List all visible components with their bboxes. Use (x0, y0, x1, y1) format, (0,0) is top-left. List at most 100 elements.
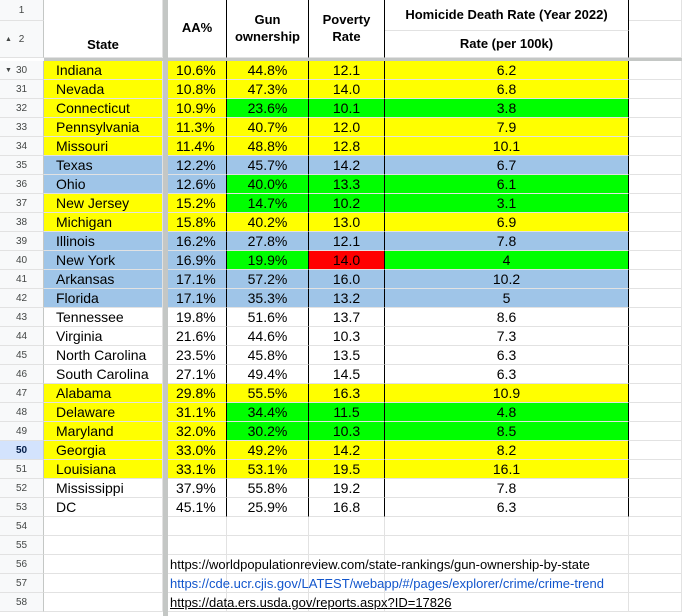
gun-ownership-cell[interactable]: 30.2% (227, 422, 309, 441)
gun-ownership-cell[interactable]: 27.8% (227, 232, 309, 251)
homicide-rate-cell[interactable]: 8.2 (385, 441, 629, 460)
state-cell[interactable]: South Carolina (44, 365, 163, 384)
empty-cell[interactable] (629, 460, 682, 479)
state-cell[interactable]: Arkansas (44, 270, 163, 289)
header-gun-ownership[interactable]: Gun ownership (227, 0, 309, 58)
homicide-rate-cell[interactable]: 6.9 (385, 213, 629, 232)
poverty-rate-cell[interactable]: 12.1 (309, 61, 385, 80)
aa-cell[interactable]: 33.1% (168, 460, 227, 479)
homicide-rate-cell[interactable]: 6.1 (385, 175, 629, 194)
row-number[interactable]: 36 (0, 175, 44, 194)
empty-cell[interactable] (309, 593, 385, 612)
gun-ownership-cell[interactable]: 35.3% (227, 289, 309, 308)
row-number[interactable]: 46 (0, 365, 44, 384)
poverty-rate-cell[interactable]: 19.2 (309, 479, 385, 498)
empty-cell[interactable] (629, 175, 682, 194)
gun-ownership-cell[interactable]: 40.0% (227, 175, 309, 194)
poverty-rate-cell[interactable]: 10.3 (309, 422, 385, 441)
row-number[interactable]: 47 (0, 384, 44, 403)
poverty-rate-cell[interactable]: 13.5 (309, 346, 385, 365)
row-number-1[interactable]: 1 (0, 0, 44, 21)
empty-cell[interactable] (385, 536, 629, 555)
gun-ownership-cell[interactable]: 47.3% (227, 80, 309, 99)
empty-cell[interactable] (385, 593, 629, 612)
aa-cell[interactable]: 15.8% (168, 213, 227, 232)
aa-cell[interactable]: 12.6% (168, 175, 227, 194)
gun-ownership-cell[interactable]: 23.6% (227, 99, 309, 118)
aa-cell[interactable]: 23.5% (168, 346, 227, 365)
source-link-usda[interactable]: https://data.ers.usda.gov/reports.aspx?I… (170, 595, 452, 610)
empty-cell[interactable] (629, 289, 682, 308)
poverty-rate-cell[interactable]: 14.5 (309, 365, 385, 384)
state-cell[interactable]: Florida (44, 289, 163, 308)
empty-cell[interactable] (629, 0, 682, 21)
poverty-rate-cell[interactable]: 13.0 (309, 213, 385, 232)
empty-cell[interactable] (629, 403, 682, 422)
empty-cell[interactable] (629, 441, 682, 460)
row-number[interactable]: 56 (0, 555, 44, 574)
aa-cell[interactable]: 12.2% (168, 156, 227, 175)
homicide-rate-cell[interactable]: 6.3 (385, 498, 629, 517)
gun-ownership-cell[interactable]: 40.7% (227, 118, 309, 137)
homicide-rate-cell[interactable]: 10.9 (385, 384, 629, 403)
empty-cell[interactable] (629, 555, 682, 574)
aa-cell[interactable]: 15.2% (168, 194, 227, 213)
collapse-arrow-up-icon[interactable]: ▲ (5, 35, 12, 43)
state-cell[interactable]: Texas (44, 156, 163, 175)
row-number[interactable]: 55 (0, 536, 44, 555)
header-aa[interactable]: AA% (168, 0, 227, 58)
header-homicide-title[interactable]: Homicide Death Rate (Year 2022) (385, 0, 629, 31)
empty-cell[interactable] (227, 517, 309, 536)
poverty-rate-cell[interactable]: 13.7 (309, 308, 385, 327)
empty-cell[interactable] (168, 555, 227, 574)
empty-cell[interactable] (629, 21, 682, 58)
state-cell[interactable]: DC (44, 498, 163, 517)
homicide-rate-cell[interactable]: 6.2 (385, 61, 629, 80)
homicide-rate-cell[interactable]: 7.9 (385, 118, 629, 137)
gun-ownership-cell[interactable]: 44.6% (227, 327, 309, 346)
row-number[interactable]: 45 (0, 346, 44, 365)
gun-ownership-cell[interactable]: 45.8% (227, 346, 309, 365)
aa-cell[interactable]: 32.0% (168, 422, 227, 441)
poverty-rate-cell[interactable]: 12.8 (309, 137, 385, 156)
empty-cell[interactable] (629, 232, 682, 251)
empty-cell[interactable] (629, 118, 682, 137)
aa-cell[interactable]: 29.8% (168, 384, 227, 403)
row-number[interactable]: 44 (0, 327, 44, 346)
gun-ownership-cell[interactable]: 25.9% (227, 498, 309, 517)
row-number[interactable]: 53 (0, 498, 44, 517)
homicide-rate-cell[interactable]: 10.1 (385, 137, 629, 156)
empty-cell[interactable] (168, 517, 227, 536)
row-number[interactable]: 48 (0, 403, 44, 422)
empty-cell[interactable] (629, 422, 682, 441)
homicide-rate-cell[interactable]: 3.1 (385, 194, 629, 213)
empty-cell[interactable] (629, 346, 682, 365)
row-number[interactable]: 38 (0, 213, 44, 232)
gun-ownership-cell[interactable]: 44.8% (227, 61, 309, 80)
empty-cell[interactable] (227, 574, 309, 593)
poverty-rate-cell[interactable]: 10.3 (309, 327, 385, 346)
header-poverty-rate[interactable]: Poverty Rate (309, 0, 385, 58)
empty-cell[interactable] (227, 555, 309, 574)
row-number[interactable]: 58 (0, 593, 44, 612)
state-cell[interactable]: Virginia (44, 327, 163, 346)
poverty-rate-cell[interactable]: 16.0 (309, 270, 385, 289)
aa-cell[interactable]: 27.1% (168, 365, 227, 384)
empty-cell[interactable] (629, 593, 682, 612)
poverty-rate-cell[interactable]: 12.1 (309, 232, 385, 251)
empty-cell[interactable] (44, 593, 163, 612)
row-number-2[interactable]: ▲ 2 (0, 21, 44, 58)
empty-cell[interactable] (629, 308, 682, 327)
state-cell[interactable]: Connecticut (44, 99, 163, 118)
row-number[interactable]: 40 (0, 251, 44, 270)
state-cell[interactable]: New Jersey (44, 194, 163, 213)
row-number[interactable]: 35 (0, 156, 44, 175)
homicide-rate-cell[interactable]: 5 (385, 289, 629, 308)
gun-ownership-cell[interactable]: 55.5% (227, 384, 309, 403)
poverty-rate-cell[interactable]: 13.2 (309, 289, 385, 308)
poverty-rate-cell[interactable]: 13.3 (309, 175, 385, 194)
empty-cell[interactable] (385, 555, 629, 574)
homicide-rate-cell[interactable]: 6.8 (385, 80, 629, 99)
homicide-rate-cell[interactable]: 3.8 (385, 99, 629, 118)
poverty-rate-cell[interactable]: 12.0 (309, 118, 385, 137)
